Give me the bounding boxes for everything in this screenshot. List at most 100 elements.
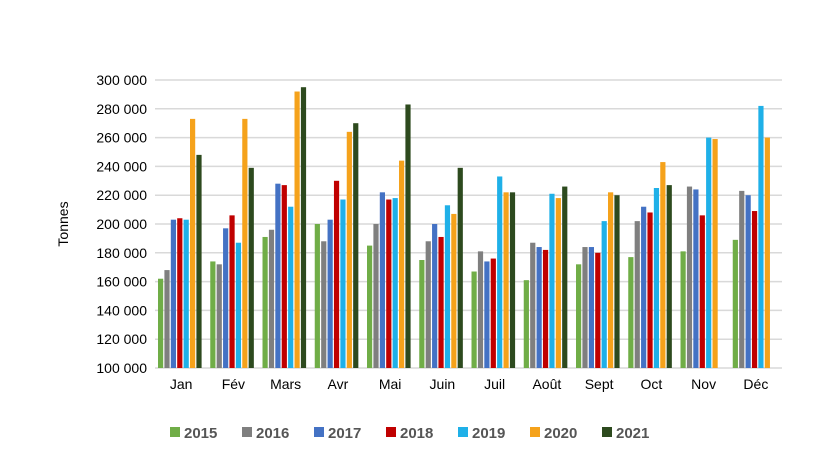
x-tick-label: Mars [270, 376, 301, 392]
bar-2015-Août [523, 280, 529, 368]
y-tick-label: 100 000 [96, 360, 147, 376]
bar-2018-Juil [490, 258, 496, 368]
bar-2019-Nov [706, 137, 712, 368]
x-tick-label: Fév [222, 376, 245, 392]
bar-2019-Mars [288, 206, 294, 368]
legend-swatch-2021 [602, 427, 612, 437]
y-axis-label: Tonnes [55, 201, 71, 246]
x-axis-ticks: Jan Fév Mars Avr Mai Juin Juil Août Sept Oct Nov Dé… [170, 376, 768, 392]
bar-2020-Oct [660, 162, 666, 368]
x-tick-label: Juin [430, 376, 456, 392]
y-tick-label: 180 000 [96, 245, 147, 261]
x-tick-label: Avr [328, 376, 349, 392]
bar-2021-Juil [509, 192, 516, 368]
bar-2015-Juin [419, 260, 425, 368]
bar-2020-Déc [764, 137, 770, 368]
legend-swatch-2016 [242, 427, 252, 437]
bar-2016-Juil [477, 251, 484, 368]
bar-2015-Déc [732, 239, 738, 368]
bar-2017-Mars [275, 183, 281, 368]
bar-2016-Nov [686, 186, 693, 368]
bar-2017-Juil [484, 261, 490, 368]
bar-2021-Oct [666, 185, 672, 368]
bar-2015-Oct [628, 257, 634, 368]
y-tick-label: 140 000 [96, 302, 147, 318]
bar-2016-Fév [216, 264, 222, 368]
bar-2021-Fév [248, 167, 254, 368]
bar-2016-Déc [739, 190, 745, 368]
legend-swatch-2018 [386, 427, 396, 437]
bar-2020-Fév [242, 118, 248, 368]
bar-2019-Juin [444, 205, 451, 368]
x-tick-label: Juil [484, 376, 505, 392]
legend-label: 2018 [400, 425, 433, 442]
bar-2016-Juin [425, 241, 431, 368]
legend: 2015 2016 2017 2018 2019 2020 2021 [170, 425, 649, 442]
bar-2015-Nov [680, 251, 686, 368]
x-tick-label: Nov [691, 376, 716, 392]
bar-2015-Avr [314, 224, 320, 368]
legend-label: 2021 [616, 425, 649, 442]
bar-2017-Nov [693, 189, 699, 368]
y-tick-label: 300 000 [96, 72, 147, 88]
bar-2018-Jan [177, 218, 183, 368]
bar-2016-Mars [268, 229, 275, 368]
bar-2019-Sept [601, 221, 607, 368]
legend-label: 2020 [544, 425, 577, 442]
legend-swatch-2019 [458, 427, 468, 437]
bar-2020-Nov [712, 139, 718, 368]
y-tick-label: 220 000 [96, 187, 147, 203]
bar-2015-Fév [210, 261, 216, 368]
bar-2019-Août [549, 193, 555, 368]
bar-2015-Sept [576, 264, 582, 368]
bar-2020-Juil [503, 192, 509, 368]
x-tick-label: Oct [640, 376, 662, 392]
bar-2017-Juin [432, 224, 438, 368]
bar-2017-Fév [223, 228, 229, 368]
gridlines [155, 79, 782, 369]
bar-2019-Juil [497, 176, 503, 368]
bar-2016-Mai [373, 224, 379, 368]
bar-2021-Mars [300, 87, 307, 368]
y-tick-label: 120 000 [96, 331, 147, 347]
bar-2017-Oct [641, 206, 647, 368]
x-tick-label: Jan [170, 376, 193, 392]
bar-2017-Déc [745, 195, 751, 368]
bar-2019-Avr [340, 199, 346, 368]
bar-2019-Fév [235, 242, 242, 368]
bar-2015-Jan [158, 278, 164, 368]
y-axis-ticks: 100 000 120 000 140 000 160 000 180 000 200 0… [96, 72, 147, 376]
bar-2016-Août [530, 242, 536, 368]
bar-2021-Sept [614, 195, 620, 368]
legend-label: 2019 [472, 425, 505, 442]
y-tick-label: 260 000 [96, 130, 147, 146]
bars [158, 87, 770, 369]
x-tick-label: Sept [585, 376, 614, 392]
x-tick-label: Août [532, 376, 561, 392]
bar-2018-Août [542, 249, 549, 368]
y-tick-label: 240 000 [96, 158, 147, 174]
bar-2021-Juin [457, 167, 463, 368]
bar-2019-Mai [392, 198, 398, 368]
bar-2018-Mars [281, 185, 287, 368]
bar-2015-Juil [471, 271, 477, 368]
bar-2016-Avr [321, 241, 327, 368]
bar-2020-Mai [399, 160, 405, 368]
legend-swatch-2020 [530, 427, 540, 437]
bar-2021-Avr [353, 123, 359, 368]
bar-2018-Sept [595, 252, 601, 368]
bar-2020-Juin [451, 213, 457, 368]
legend-label: 2017 [328, 425, 361, 442]
bar-2021-Mai [405, 104, 411, 368]
bar-2016-Jan [164, 270, 170, 368]
bar-2017-Sept [588, 247, 594, 368]
y-tick-label: 160 000 [96, 274, 147, 290]
bar-2020-Mars [294, 91, 300, 369]
bar-2021-Août [562, 186, 568, 368]
bar-2018-Oct [647, 212, 653, 368]
legend-swatch-2015 [170, 427, 180, 437]
bar-2017-Avr [327, 219, 333, 368]
bar-2017-Mai [379, 192, 385, 368]
legend-swatch-2017 [314, 427, 324, 437]
